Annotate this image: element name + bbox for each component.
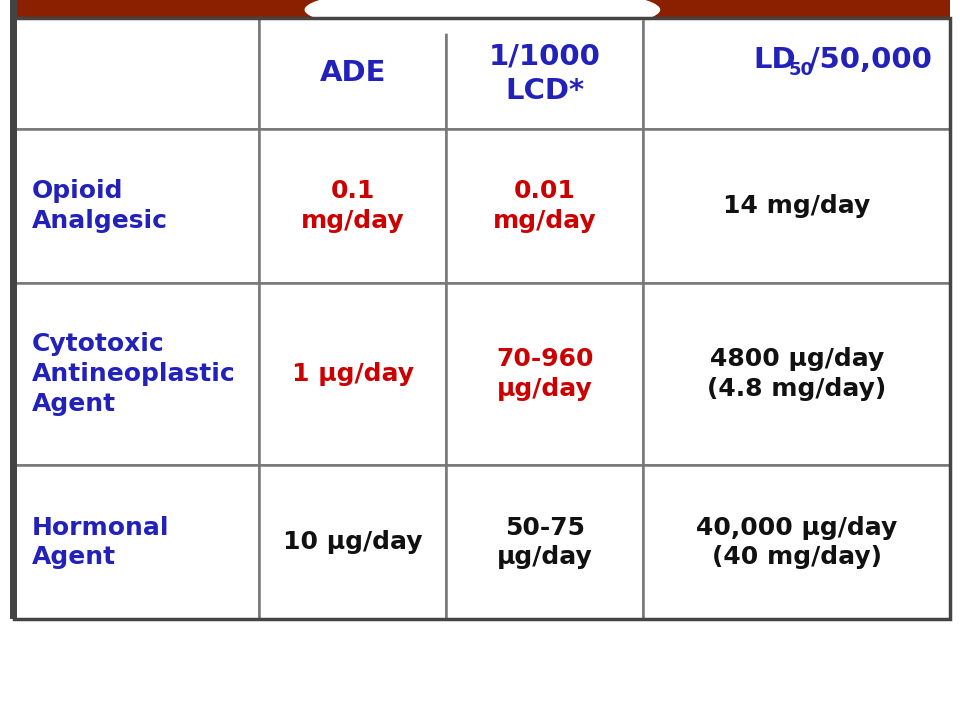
Bar xyxy=(643,18,950,129)
Text: 1 μg/day: 1 μg/day xyxy=(292,362,414,386)
Bar xyxy=(643,283,950,465)
Text: 1/1000
LCD*: 1/1000 LCD* xyxy=(489,42,601,105)
Ellipse shape xyxy=(304,0,660,34)
Bar xyxy=(14,129,259,283)
Text: Opioid
Analgesic: Opioid Analgesic xyxy=(32,179,168,233)
Text: Cytotoxic
Antineoplastic
Agent: Cytotoxic Antineoplastic Agent xyxy=(32,332,235,416)
Bar xyxy=(643,129,950,283)
Bar xyxy=(14,0,950,18)
Text: 0.01
mg/day: 0.01 mg/day xyxy=(493,179,596,233)
Text: 50: 50 xyxy=(788,61,813,79)
Bar xyxy=(259,283,446,465)
Bar xyxy=(14,465,259,619)
Text: 10 μg/day: 10 μg/day xyxy=(283,531,422,554)
Text: 40,000 μg/day
(40 mg/day): 40,000 μg/day (40 mg/day) xyxy=(696,516,898,569)
Text: 50-75
μg/day: 50-75 μg/day xyxy=(497,516,592,569)
Bar xyxy=(14,283,259,465)
Text: 14 mg/day: 14 mg/day xyxy=(723,194,871,218)
Bar xyxy=(446,283,643,465)
Text: 70-960
μg/day: 70-960 μg/day xyxy=(496,347,593,401)
Bar xyxy=(14,18,950,619)
Bar xyxy=(10,0,17,619)
Bar xyxy=(259,129,446,283)
Text: ADE: ADE xyxy=(320,59,386,87)
Bar xyxy=(446,465,643,619)
Bar xyxy=(14,18,259,129)
Bar xyxy=(643,465,950,619)
Bar xyxy=(446,129,643,283)
Bar xyxy=(446,18,643,129)
Bar xyxy=(259,465,446,619)
Text: LD: LD xyxy=(754,46,796,74)
Text: 4800 μg/day
(4.8 mg/day): 4800 μg/day (4.8 mg/day) xyxy=(708,347,886,401)
Bar xyxy=(259,18,446,129)
Text: Hormonal
Agent: Hormonal Agent xyxy=(32,516,169,569)
Text: 0.1
mg/day: 0.1 mg/day xyxy=(301,179,404,233)
Text: /50,000: /50,000 xyxy=(809,46,932,74)
